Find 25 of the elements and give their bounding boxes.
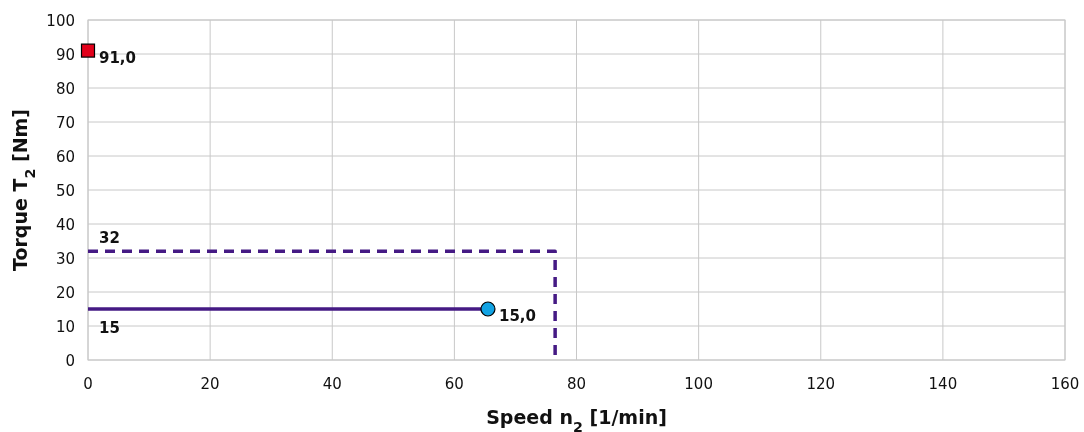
- x-axis-title: Speed n$_{2}$ [1/min]: [486, 406, 667, 432]
- y-tick-label: 20: [55, 283, 75, 302]
- data-label: 91,0: [99, 48, 137, 67]
- y-tick-label: 50: [55, 181, 75, 200]
- y-tick-label: 70: [55, 113, 75, 132]
- x-tick-label: 140: [928, 375, 958, 393]
- x-tick-label: 40: [322, 375, 342, 393]
- y-tick-label: 60: [55, 147, 75, 166]
- x-tick-label: 100: [684, 375, 713, 393]
- y-tick-label: 100: [46, 11, 75, 30]
- y-tick-label: 90: [55, 45, 75, 64]
- y-tick-label: 10: [55, 317, 75, 336]
- x-tick-label: 20: [200, 375, 220, 393]
- y-tick-label: 0: [65, 351, 75, 370]
- y-tick-label: 80: [55, 79, 75, 98]
- x-tick-label: 80: [566, 375, 587, 393]
- y-tick-label: 40: [55, 215, 75, 234]
- x-tick-label: 0: [83, 375, 93, 393]
- data-label: 15: [99, 319, 120, 337]
- data-label: 15,0: [498, 307, 536, 325]
- x-tick-label: 120: [806, 375, 836, 393]
- x-tick-label: 160: [1050, 375, 1080, 393]
- y-tick-label: 30: [55, 249, 75, 268]
- x-tick-label: 60: [444, 375, 464, 393]
- data-label: 32: [99, 229, 120, 248]
